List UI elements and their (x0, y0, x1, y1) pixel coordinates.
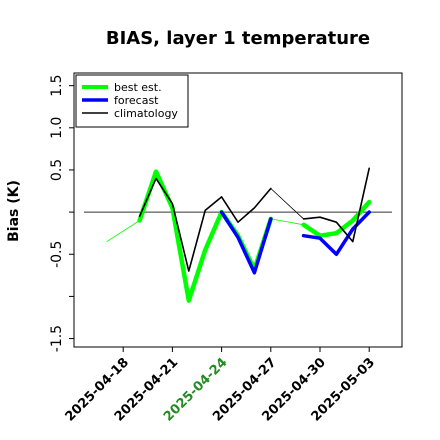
series-line (138, 177, 272, 272)
y-axis-label: Bias (K) (6, 180, 22, 242)
series-line (106, 220, 141, 243)
plot-frame (73, 72, 403, 348)
plot-series (106, 167, 372, 303)
series-climatology (138, 167, 371, 272)
legend-entry: best est. (114, 81, 162, 94)
series-forecast (219, 210, 371, 275)
series-line (301, 199, 372, 238)
y-tick-label: 0.5 (49, 159, 65, 181)
chart-title: BIAS, layer 1 temperature (106, 28, 370, 49)
series-line (137, 169, 274, 303)
series-line (270, 188, 305, 220)
series-line (270, 218, 305, 226)
y-tick-label: 1.0 (49, 117, 65, 139)
series-line (301, 210, 371, 257)
series-line (302, 167, 371, 243)
legend-entry: forecast (114, 94, 159, 107)
y-tick-label: -1.5 (49, 325, 65, 352)
y-tick-label: 1.5 (49, 75, 65, 97)
series-line (219, 210, 273, 275)
y-tick-label: -0.5 (49, 241, 65, 268)
legend-entry: climatology (114, 107, 178, 120)
